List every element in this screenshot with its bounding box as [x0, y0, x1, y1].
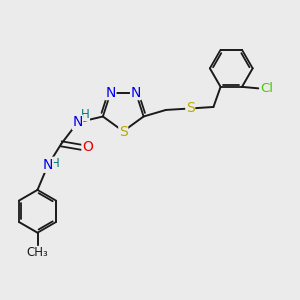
- Text: CH₃: CH₃: [27, 246, 48, 260]
- Text: H: H: [51, 157, 60, 170]
- Text: N: N: [43, 158, 53, 172]
- Text: N: N: [106, 85, 116, 100]
- Text: N: N: [130, 85, 141, 100]
- Text: H: H: [81, 108, 89, 121]
- Text: S: S: [119, 125, 128, 139]
- Text: S: S: [186, 101, 195, 116]
- Text: Cl: Cl: [260, 82, 273, 95]
- Text: O: O: [82, 140, 93, 154]
- Text: N: N: [72, 116, 83, 129]
